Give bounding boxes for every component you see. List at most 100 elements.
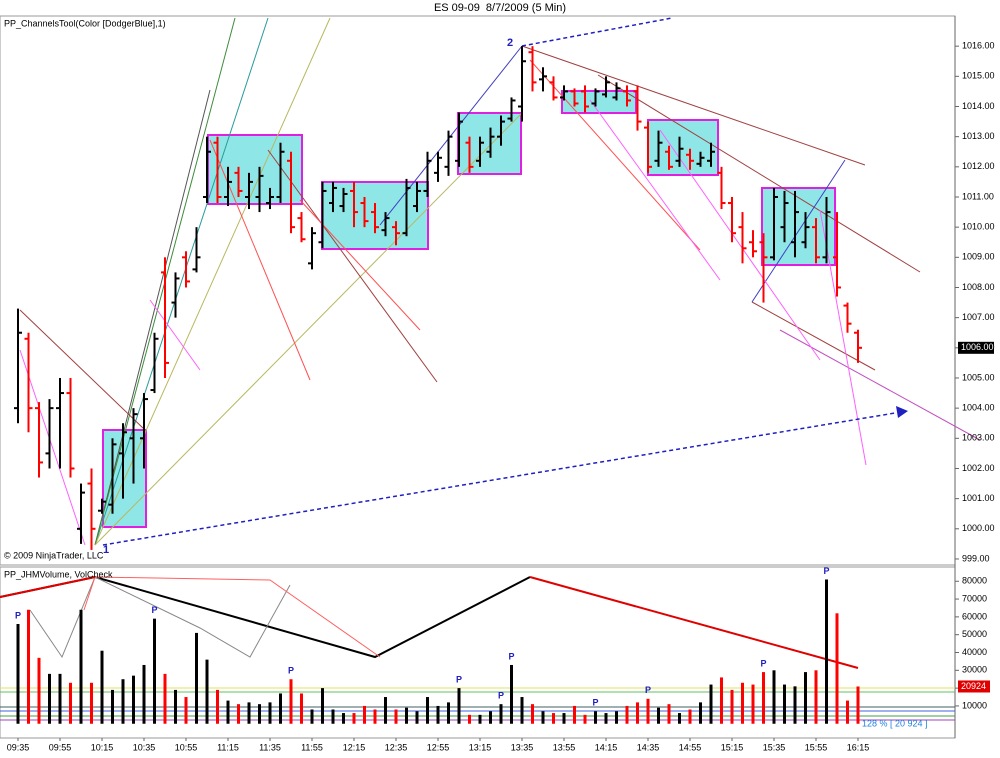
volume-bar [121, 679, 125, 724]
volume-bar [79, 609, 83, 724]
volume-bar [289, 679, 293, 724]
channel-box [647, 119, 719, 176]
volume-bar [835, 613, 839, 724]
volume-bar [394, 709, 398, 724]
x-tick-label: 11:55 [301, 742, 323, 752]
volume-marker: P [498, 691, 504, 701]
y-tick-label: 1014.00 [962, 101, 995, 111]
volume-bar [772, 670, 776, 724]
volume-bar [174, 689, 177, 724]
x-tick-label: 14:15 [595, 742, 618, 752]
fan-line [19, 349, 86, 546]
x-tick-label: 14:55 [679, 742, 702, 752]
volume-bar [27, 609, 30, 724]
volume-note: 128 % [ 20 924 ] [862, 718, 928, 728]
volume-bar [825, 579, 828, 724]
last-price-box [958, 341, 994, 354]
volume-bar [699, 702, 702, 724]
volume-bar [37, 657, 41, 724]
volume-swing [83, 576, 381, 658]
volume-bar [216, 689, 219, 724]
trend-line [379, 45, 523, 226]
volume-bar [331, 709, 335, 724]
x-tick-label: 12:35 [385, 742, 408, 752]
volume-bar [163, 673, 167, 724]
x-tick-label: 12:55 [427, 742, 450, 752]
volume-marker: P [288, 666, 294, 676]
y-tick-label: 1003.00 [962, 433, 995, 443]
volume-bar [478, 714, 482, 724]
volume-bar [804, 672, 807, 724]
y-tick-label: 40000 [962, 647, 987, 657]
volume-bar [646, 698, 650, 724]
current-volume-box [958, 680, 990, 693]
y-tick-label: 1001.00 [962, 493, 995, 503]
swing-label: 2 [507, 37, 513, 49]
volume-bar [615, 711, 618, 724]
fan-line [149, 299, 201, 371]
indicator-label: PP_JHMVolume, VolCheck [4, 569, 113, 579]
volume-bar [310, 709, 314, 724]
volume-bar [132, 675, 135, 724]
volume-bar [69, 682, 72, 724]
channel-box [761, 187, 836, 266]
volume-bar [499, 704, 503, 724]
x-tick-label: 13:15 [469, 742, 492, 752]
volume-marker: P [645, 685, 651, 695]
volume-bar [562, 713, 566, 724]
volume-marker: P [15, 610, 21, 620]
volume-marker: P [823, 566, 829, 576]
x-tick-label: 09:55 [49, 742, 72, 752]
volume-bar [247, 702, 251, 724]
volume-bar [783, 684, 786, 724]
chart-title: ES 09-09 8/7/2009 (5 Min) [434, 2, 566, 14]
volume-bar [268, 702, 272, 724]
y-tick-label: 1002.00 [962, 463, 995, 473]
fan-line [209, 139, 311, 381]
volume-bar [111, 689, 114, 724]
y-tick-label: 10000 [962, 700, 987, 710]
y-tick-label: 1012.00 [962, 161, 995, 171]
y-tick-label: 1005.00 [962, 372, 995, 382]
x-tick-label: 15:35 [763, 742, 786, 752]
volume-bar [363, 705, 366, 724]
y-tick-label: 1004.00 [962, 403, 995, 413]
volume-bar [720, 677, 723, 724]
arrow-head [896, 406, 908, 418]
y-tick-label: 1016.00 [962, 41, 995, 51]
copyright: © 2009 NinjaTrader, LLC [4, 550, 104, 560]
volume-bar [321, 688, 324, 724]
volume-bar [415, 711, 419, 724]
volume-bar [405, 707, 408, 724]
trend-line [267, 149, 438, 383]
volume-bar [688, 709, 692, 724]
fan-line [529, 59, 701, 251]
volume-bar [657, 707, 660, 724]
x-tick-label: 15:15 [721, 742, 744, 752]
channel-drawings [0, 17, 981, 721]
swing-label: 1 [103, 544, 109, 556]
volume-marker: P [592, 698, 598, 708]
volume-bar [279, 693, 282, 724]
x-tick-label: 15:55 [805, 742, 828, 752]
projection-arrow [521, 17, 673, 47]
volume-bar [709, 684, 713, 724]
volume-bar [636, 702, 639, 724]
x-tick-label: 10:15 [91, 742, 114, 752]
volume-marker: P [456, 675, 462, 685]
volume-bar [16, 624, 20, 724]
volume-bar [678, 713, 681, 724]
volume-bar [762, 672, 765, 724]
channel-box [561, 90, 637, 114]
y-tick-label: 70000 [962, 593, 987, 603]
volume-bar [48, 673, 51, 724]
volume-bar [226, 700, 230, 724]
y-tick-label: 1007.00 [962, 312, 995, 322]
y-tick-label: 50000 [962, 629, 987, 639]
volume-bar [531, 704, 534, 724]
volume-bar [583, 714, 587, 724]
x-tick-label: 10:35 [133, 742, 156, 752]
trend-line [751, 301, 876, 371]
volume-swing [529, 576, 859, 669]
volume-bar [520, 697, 524, 724]
